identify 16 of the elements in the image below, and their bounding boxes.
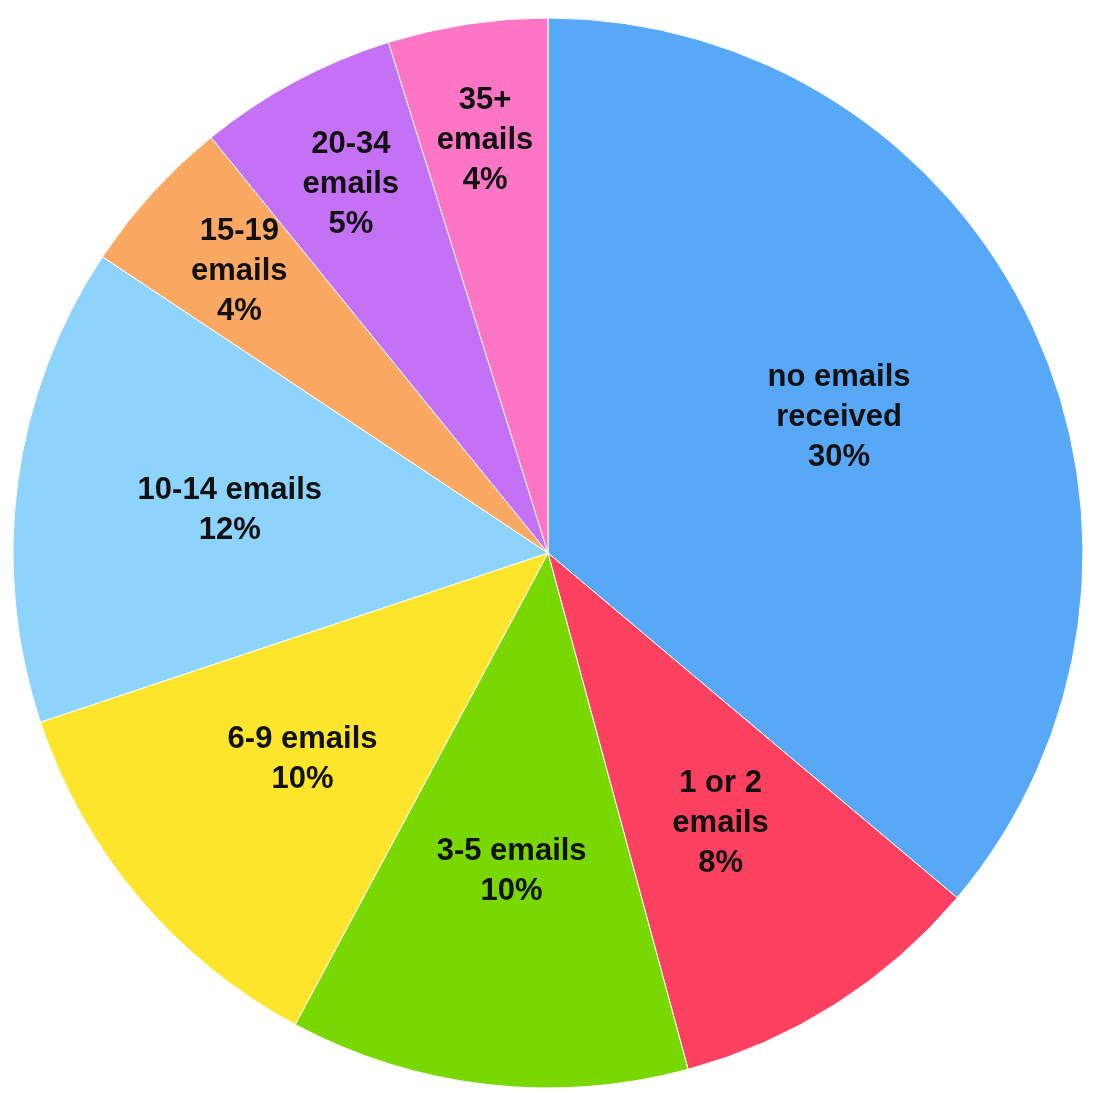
slice-label: 3-5 emails <box>436 832 587 868</box>
data-label: 8% <box>698 843 744 879</box>
data-label: 30% <box>808 437 871 473</box>
slice-label: 6-9 emails <box>227 720 378 756</box>
slice-label: 20-34 emails <box>302 125 400 201</box>
slice-label: 1 or 2 emails <box>672 763 769 839</box>
slice-label: 10-14 emails <box>137 470 323 506</box>
data-label: 5% <box>328 205 374 241</box>
data-label: 10% <box>480 872 543 908</box>
slice-label: no emails received <box>767 357 911 433</box>
data-label: 4% <box>216 292 262 328</box>
slice-label: 35+ emails <box>436 80 534 156</box>
data-label: 10% <box>271 760 334 796</box>
data-label: 12% <box>198 510 261 546</box>
data-label: 4% <box>462 160 508 196</box>
slice-label: 15-19 emails <box>191 212 288 288</box>
